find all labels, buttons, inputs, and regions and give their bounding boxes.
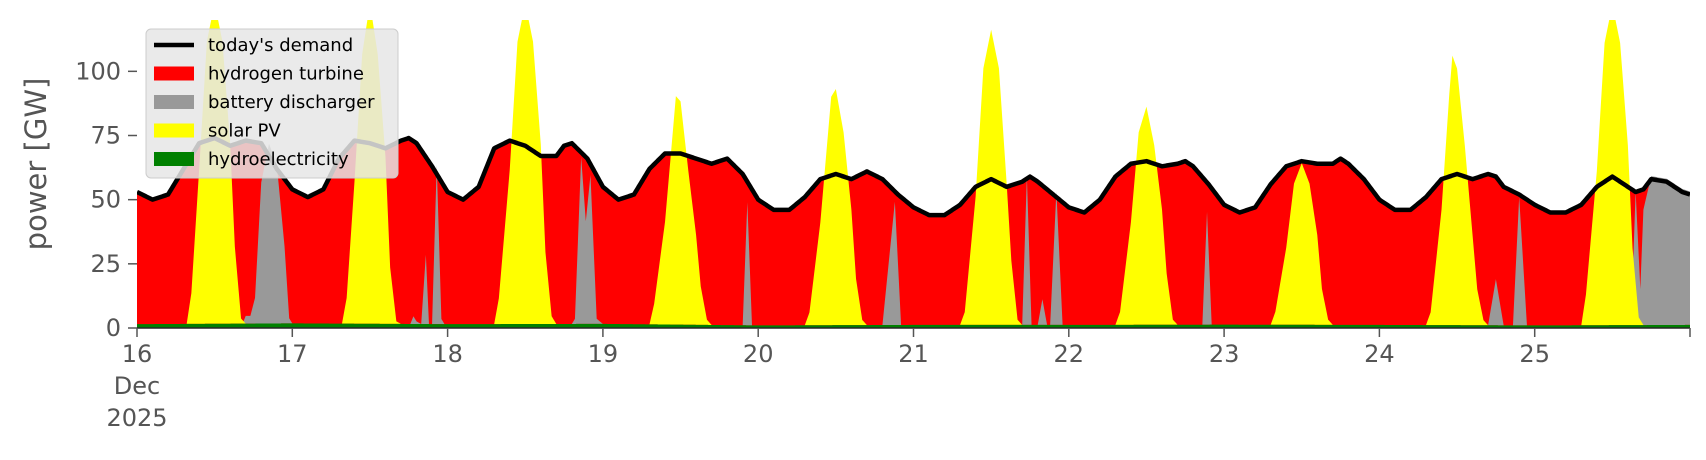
legend-label: hydroelectricity [208, 149, 349, 170]
x-tick-label: 22 [1054, 340, 1085, 368]
legend-swatch [154, 66, 194, 81]
x-tick-label: 20 [743, 340, 774, 368]
x-tick-label: 19 [588, 340, 619, 368]
axes: 0 25 50 75 100 16 Dec 2025 17 18 19 20 21 22 23 24 25 [75, 57, 1691, 432]
x-tick-label: 21 [898, 340, 929, 368]
x-tick-label: 2025 [106, 404, 167, 432]
y-tick-label: 50 [90, 186, 121, 214]
x-tick-label: 17 [277, 340, 308, 368]
y-tick-label: 75 [90, 122, 121, 150]
legend-label: solar PV [208, 121, 281, 142]
legend-swatch [154, 123, 194, 138]
legend-label: battery discharger [208, 92, 375, 113]
x-tick-label: 23 [1209, 340, 1240, 368]
hydroelectricity-area [137, 323, 1690, 328]
y-tick-label: 25 [90, 250, 121, 278]
legend-swatch [154, 152, 194, 166]
legend-label: today's demand [208, 35, 353, 56]
y-tick-label: 100 [75, 57, 121, 85]
stacked-areas [137, 20, 1690, 328]
y-tick-label: 0 [106, 314, 121, 342]
y-axis-label: power [GW] [19, 78, 53, 251]
solar-pv-area [137, 20, 1690, 326]
legend-box [145, 28, 399, 179]
legend-swatch [154, 95, 194, 109]
x-tick-label: Dec [114, 372, 160, 400]
legend: today's demand hydrogen turbine battery di… [145, 28, 399, 179]
x-tick-label: 24 [1364, 340, 1395, 368]
legend-label: hydrogen turbine [208, 64, 364, 85]
x-tick-label: 18 [432, 340, 463, 368]
x-tick-label: 16 [122, 340, 153, 368]
x-tick-label: 25 [1519, 340, 1550, 368]
